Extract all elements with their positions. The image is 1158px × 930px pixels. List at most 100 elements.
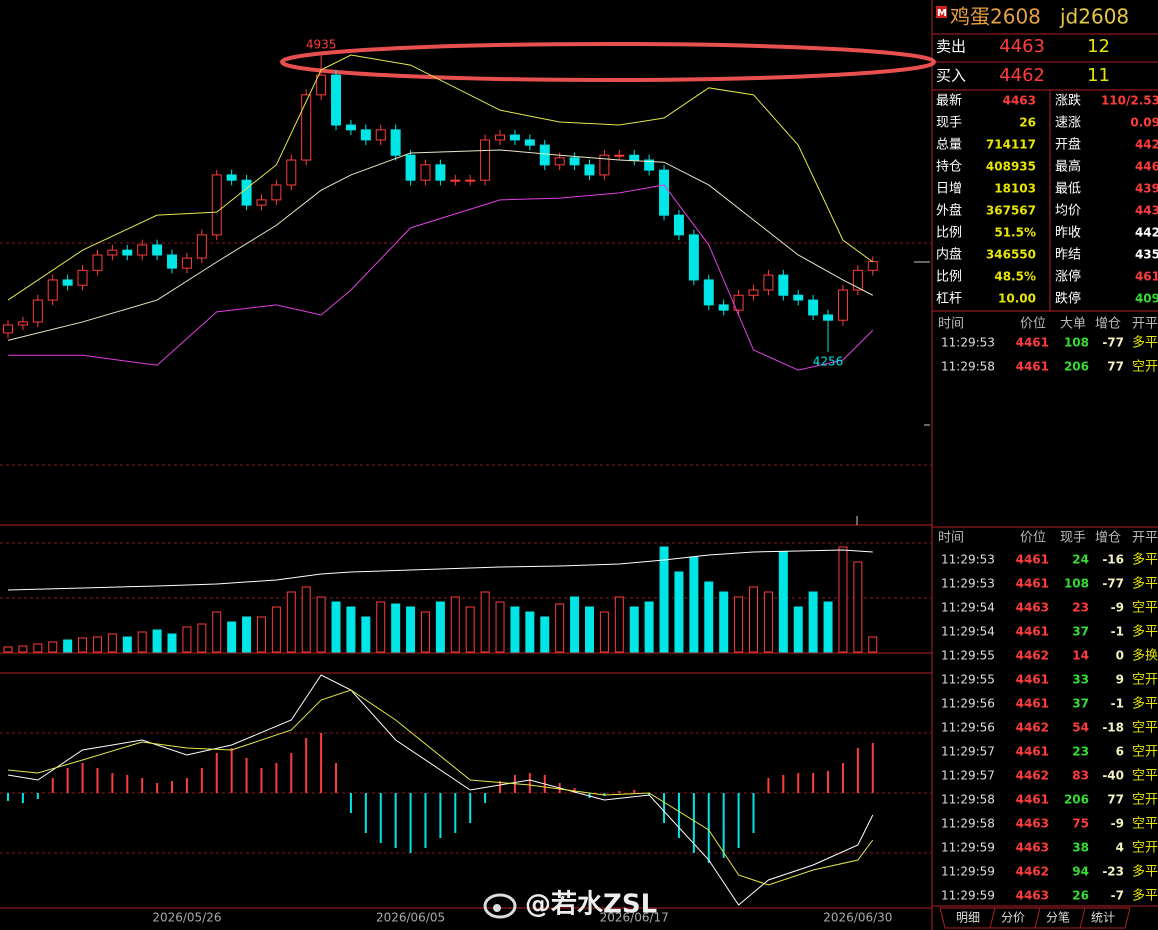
volume-bar xyxy=(495,601,505,653)
volume-bar xyxy=(480,591,490,653)
volume-bar xyxy=(629,606,639,653)
trade-change: 6 xyxy=(1116,745,1124,759)
candle-body xyxy=(62,279,73,286)
trade-change: -7 xyxy=(1111,889,1124,903)
trade-volume: 33 xyxy=(1072,673,1089,687)
candle-body xyxy=(823,314,834,321)
x-tick-label: 2026/06/05 xyxy=(376,911,445,925)
volume-bar xyxy=(614,596,624,653)
trade-kind: 多平 xyxy=(1132,576,1158,592)
trade-price: 4461 xyxy=(1016,745,1049,759)
volume-bar xyxy=(674,571,684,653)
stat-label: 昨结 xyxy=(1055,248,1081,263)
volume-bar xyxy=(719,591,729,653)
candle-body xyxy=(241,179,252,206)
volume-bar xyxy=(212,611,222,653)
stat-label: 总量 xyxy=(936,138,962,153)
quote-label: 买入 xyxy=(936,67,966,85)
stat-value: 443 xyxy=(1135,204,1158,218)
candle-body xyxy=(420,164,431,181)
trade-change: -16 xyxy=(1102,553,1124,567)
trade-change: -1 xyxy=(1111,625,1124,639)
trade-change: -9 xyxy=(1111,601,1124,615)
volume-bar xyxy=(868,636,878,653)
watermark: @若水ZSL xyxy=(525,890,657,920)
trade-kind: 多平 xyxy=(1132,696,1158,712)
tab[interactable]: 明细 xyxy=(956,911,980,925)
stat-value: 442 xyxy=(1135,138,1158,152)
trade-kind: 空开 xyxy=(1132,841,1158,856)
trade-change: 4 xyxy=(1116,841,1124,855)
trade-volume: 37 xyxy=(1072,625,1089,639)
stat-label: 速涨 xyxy=(1055,116,1081,131)
icon xyxy=(936,6,947,18)
trade-time: 11:29:58 xyxy=(941,360,995,374)
candle-body xyxy=(659,169,670,216)
trade-price: 4461 xyxy=(1016,697,1049,711)
trade-kind: 多换 xyxy=(1132,648,1158,664)
icon-letter: M xyxy=(937,8,947,19)
instrument-name: 鸡蛋2608 xyxy=(950,5,1041,29)
trade-price: 4461 xyxy=(1016,673,1049,687)
band-line xyxy=(7,149,874,341)
volume-bar xyxy=(316,596,326,653)
candle-body xyxy=(495,134,506,141)
instrument-code: jd2608 xyxy=(1059,5,1129,29)
candle-body xyxy=(286,159,297,186)
volume-bar xyxy=(18,645,28,653)
candle-body xyxy=(465,179,476,182)
trade-volume: 83 xyxy=(1072,769,1089,783)
volume-bar xyxy=(778,551,788,653)
candle-body xyxy=(17,321,28,326)
trade-change: 9 xyxy=(1116,673,1124,687)
stat-label: 内盘 xyxy=(936,247,962,263)
candle-body xyxy=(644,159,655,171)
candle-body xyxy=(360,129,371,141)
stat-label: 比例 xyxy=(936,270,962,285)
volume-bar xyxy=(78,637,88,653)
candle-body xyxy=(316,74,327,96)
volume-bar xyxy=(555,603,565,653)
table-header: 开平 xyxy=(1132,317,1158,332)
candle-body xyxy=(3,324,13,334)
volume-bar xyxy=(107,633,117,653)
band-line xyxy=(7,54,874,301)
tab[interactable]: 统计 xyxy=(1091,911,1115,925)
volume-average-line xyxy=(7,549,873,591)
volume-bar xyxy=(420,611,430,653)
trade-volume: 14 xyxy=(1072,649,1089,663)
table-header: 价位 xyxy=(1020,317,1046,332)
trade-time: 11:29:53 xyxy=(941,336,995,350)
stat-value: 408935 xyxy=(986,160,1036,174)
candle-body xyxy=(271,184,282,201)
candle-body xyxy=(539,144,550,166)
candle-body xyxy=(137,244,148,256)
trade-time: 11:29:58 xyxy=(941,817,995,831)
trade-time: 11:29:54 xyxy=(941,601,995,615)
dif-line xyxy=(7,674,874,906)
tab[interactable]: 分笔 xyxy=(1046,910,1070,925)
volume-bar xyxy=(48,641,58,653)
tab[interactable]: 分价 xyxy=(1001,911,1025,925)
trade-kind: 多平 xyxy=(1132,864,1158,880)
stat-value: 435 xyxy=(1135,248,1158,262)
trade-change: 77 xyxy=(1107,793,1124,807)
candle-body xyxy=(763,274,774,291)
stat-label: 最高 xyxy=(1055,159,1081,175)
trade-volume: 23 xyxy=(1072,745,1089,759)
trade-volume: 206 xyxy=(1064,793,1089,807)
candle-body xyxy=(524,139,535,146)
trade-kind: 多平 xyxy=(1132,552,1158,568)
volume-bar xyxy=(92,636,102,653)
volume-bar xyxy=(152,629,162,653)
watermark-icon xyxy=(483,893,517,919)
stat-value: 442 xyxy=(1135,226,1158,240)
stat-value: 48.5% xyxy=(994,270,1036,284)
volume-bar xyxy=(3,646,13,653)
stat-value: 367567 xyxy=(986,204,1036,218)
trade-kind: 空平 xyxy=(1132,769,1158,784)
volume-bar xyxy=(376,601,386,653)
trade-time: 11:29:53 xyxy=(941,577,995,591)
volume-bar xyxy=(450,596,460,653)
